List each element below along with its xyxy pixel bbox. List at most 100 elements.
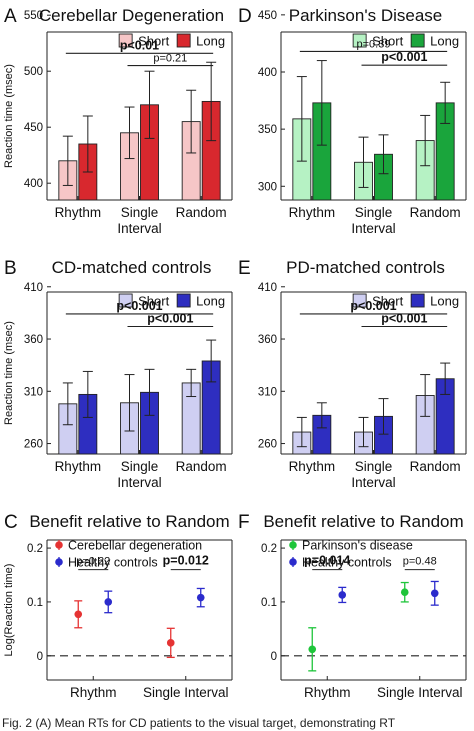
x-tick-label: Random xyxy=(176,205,227,220)
panel-letter: C xyxy=(4,512,18,533)
x-tick-label: Rhythm xyxy=(55,205,102,220)
panel-e: E PD-matched controls 260 310 360 410 Rhythm Si… xyxy=(238,258,467,490)
legend-label: Parkinson's disease xyxy=(302,539,413,553)
legend-swatch xyxy=(118,293,133,308)
x-tick-label: Single Interval xyxy=(377,685,463,700)
legend-swatch xyxy=(176,293,191,308)
panel-title: Benefit relative to Random xyxy=(29,512,229,531)
legend-label: Cerebellar degeneration xyxy=(68,539,202,553)
y-tick-label: 0.2 xyxy=(261,543,277,555)
y-tick-label: 400 xyxy=(258,67,277,79)
panel-title: CD-matched controls xyxy=(52,258,212,277)
x-tick-label: Interval xyxy=(117,475,161,490)
legend-swatch xyxy=(176,33,191,48)
legend-swatch xyxy=(352,33,367,48)
panel-title: Parkinson's Disease xyxy=(289,6,442,25)
y-tick-label: 360 xyxy=(258,334,277,346)
legend-label: Short xyxy=(138,34,169,49)
figure-caption: Fig. 2 (A) Mean RTs for CD patients to t… xyxy=(2,716,396,730)
y-tick-label: 0.2 xyxy=(27,543,43,555)
y-tick-label: 350 xyxy=(258,124,277,136)
x-tick-label: Interval xyxy=(351,221,395,236)
legend-label: Long xyxy=(430,34,459,49)
significance-label: p<0.01 xyxy=(120,38,159,52)
y-tick-label: 550 xyxy=(24,10,43,22)
panel-title: Benefit relative to Random xyxy=(263,512,463,531)
y-tick-label: 400 xyxy=(24,178,43,190)
legend-swatch xyxy=(118,33,133,48)
legend-label: Short xyxy=(138,294,169,309)
legend-label: Short xyxy=(372,294,403,309)
significance-label: p<0.001 xyxy=(350,299,396,313)
y-tick-label: 0 xyxy=(271,651,277,663)
legend-swatch xyxy=(352,293,367,308)
legend-label: Healthy controls xyxy=(68,556,158,570)
x-tick-label: Rhythm xyxy=(289,205,336,220)
pvalue-label: p=0.012 xyxy=(163,554,209,568)
significance-label: p<0.001 xyxy=(381,50,427,64)
data-point xyxy=(308,645,317,654)
y-axis-label: Log(Reaction time) xyxy=(3,564,15,657)
legend-label: Long xyxy=(430,294,459,309)
panel-letter: D xyxy=(238,6,252,27)
panel-b: B CD-matched controls Reaction time (msec)… xyxy=(3,258,233,490)
y-tick-label: 500 xyxy=(24,66,43,78)
x-tick-label: Rhythm xyxy=(304,685,351,700)
significance-label: p<0.001 xyxy=(381,311,427,325)
y-tick-label: 450 xyxy=(258,10,277,22)
legend-label: Healthy controls xyxy=(302,556,392,570)
panel-letter: F xyxy=(238,512,250,533)
panel-f: F Benefit relative to Random 0 0.1 0.2 Rhythm… xyxy=(238,512,467,700)
x-tick-label: Single xyxy=(355,205,393,220)
y-tick-label: 260 xyxy=(24,439,43,451)
data-point xyxy=(166,639,175,647)
y-tick-label: 360 xyxy=(24,334,43,346)
legend-swatch xyxy=(410,293,425,308)
x-tick-label: Random xyxy=(176,459,227,474)
data-point xyxy=(104,598,113,606)
x-tick-label: Interval xyxy=(117,221,161,236)
panel-letter: E xyxy=(238,258,251,279)
y-tick-label: 310 xyxy=(24,386,43,398)
y-tick-label: 310 xyxy=(258,386,277,398)
legend-label: Long xyxy=(196,34,225,49)
data-point xyxy=(74,610,83,619)
legend-label: Short xyxy=(372,34,403,49)
panel-letter: A xyxy=(4,6,17,27)
legend-label: Long xyxy=(196,294,225,309)
pvalue-label: p=0.22 xyxy=(76,556,110,568)
pvalue-label: p=0.014 xyxy=(304,554,350,568)
data-point xyxy=(400,588,409,597)
panel-letter: B xyxy=(4,258,17,279)
panel-title: PD-matched controls xyxy=(286,258,445,277)
y-tick-label: 300 xyxy=(258,181,277,193)
x-tick-label: Single xyxy=(121,205,159,220)
x-tick-label: Rhythm xyxy=(70,685,117,700)
x-tick-label: Single xyxy=(355,459,393,474)
y-axis-label: Reaction time (msec) xyxy=(3,64,15,168)
data-point xyxy=(196,593,205,602)
y-tick-label: 410 xyxy=(24,282,43,294)
y-tick-label: 450 xyxy=(24,122,43,134)
panel-d: D Parkinson's Disease 300 350 400 450 Rhythm Si… xyxy=(238,6,467,236)
y-tick-label: 0.1 xyxy=(27,597,43,609)
x-tick-label: Rhythm xyxy=(289,459,336,474)
data-point xyxy=(338,591,347,599)
panel-c: C Benefit relative to Random Log(Reaction … xyxy=(3,512,233,700)
data-point xyxy=(430,589,439,598)
significance-label: p<0.001 xyxy=(116,299,162,313)
x-tick-label: Single xyxy=(121,459,159,474)
panel-title: Cerebellar Degeneration xyxy=(39,6,224,25)
x-tick-label: Single Interval xyxy=(143,685,229,700)
y-tick-label: 0.1 xyxy=(261,597,277,609)
significance-label: p=0.21 xyxy=(153,53,187,65)
y-tick-label: 0 xyxy=(37,651,43,663)
y-tick-label: 260 xyxy=(258,439,277,451)
x-tick-label: Rhythm xyxy=(55,459,102,474)
y-tick-label: 410 xyxy=(258,282,277,294)
x-tick-label: Random xyxy=(410,205,461,220)
panel-a: A Cerebellar Degeneration Reaction time (m… xyxy=(3,6,233,236)
x-tick-label: Interval xyxy=(351,475,395,490)
y-axis-label: Reaction time (msec) xyxy=(3,321,15,425)
